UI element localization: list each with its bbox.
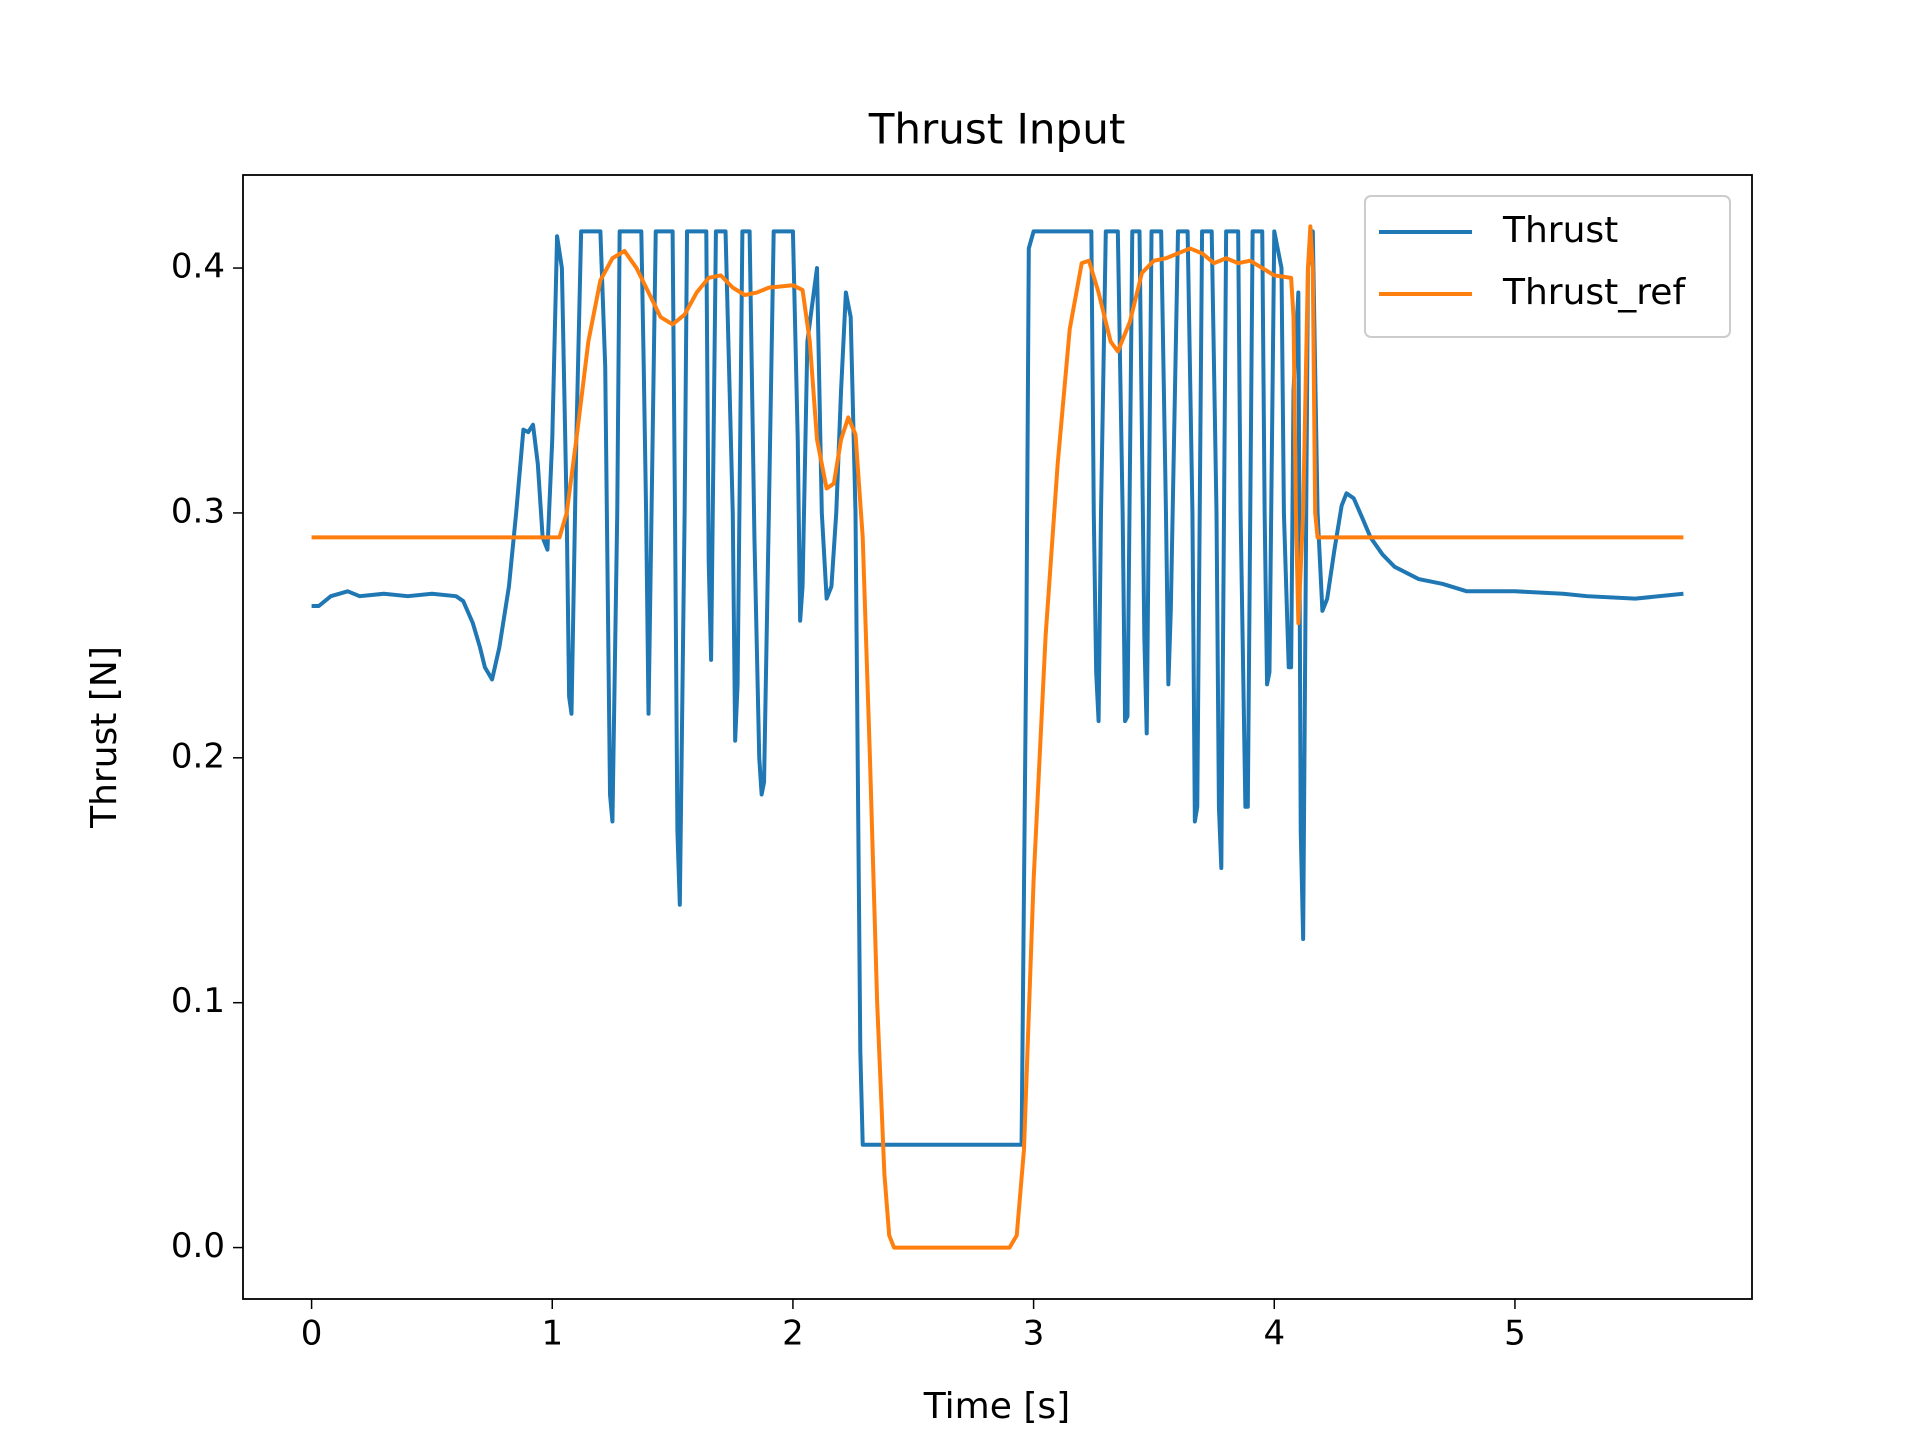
axes-frame <box>242 174 1753 1300</box>
legend-label: Thrust <box>1502 210 1618 251</box>
x-tick-label: 0 <box>301 1314 323 1354</box>
y-axis-label: Thrust [N] <box>84 646 125 829</box>
series-line <box>311 224 1684 1250</box>
x-tick-label: 4 <box>1263 1314 1285 1354</box>
x-tick-label: 2 <box>782 1314 804 1354</box>
legend-label: Thrust_ref <box>1502 272 1686 313</box>
chart-title: Thrust Input <box>868 105 1126 154</box>
x-tick-label: 3 <box>1023 1314 1045 1354</box>
y-tick-label: 0.2 <box>171 736 225 776</box>
y-tick-label: 0.1 <box>171 981 225 1021</box>
x-axis-label: Time [s] <box>923 1386 1070 1427</box>
y-tick-label: 0.0 <box>171 1226 225 1266</box>
x-tick-label: 5 <box>1504 1314 1526 1354</box>
y-tick-label: 0.4 <box>171 247 225 287</box>
y-tick-label: 0.3 <box>171 491 225 531</box>
series-line <box>311 229 1684 1147</box>
x-tick-label: 1 <box>541 1314 563 1354</box>
